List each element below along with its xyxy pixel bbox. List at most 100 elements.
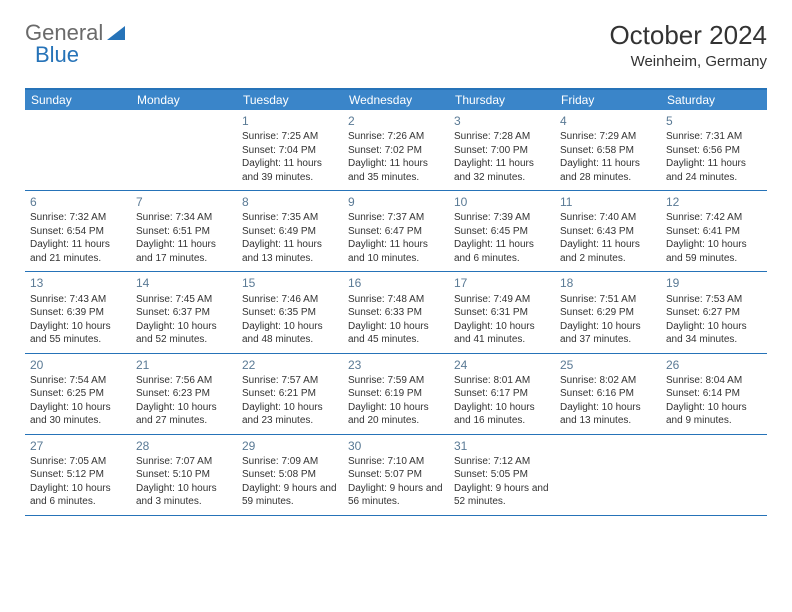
- brand-triangle-icon: [107, 20, 125, 46]
- sunset-line: Sunset: 6:29 PM: [560, 306, 656, 320]
- daylight-line: Daylight: 10 hours and 23 minutes.: [242, 401, 338, 428]
- day-cell-2: 2Sunrise: 7:26 AMSunset: 7:02 PMDaylight…: [343, 110, 449, 190]
- day-cell-27: 27Sunrise: 7:05 AMSunset: 5:12 PMDayligh…: [25, 435, 131, 515]
- sunrise-line: Sunrise: 7:29 AM: [560, 130, 656, 144]
- sunrise-line: Sunrise: 7:34 AM: [136, 211, 232, 225]
- sunset-line: Sunset: 6:16 PM: [560, 387, 656, 401]
- empty-cell: [555, 435, 661, 515]
- daylight-line: Daylight: 10 hours and 27 minutes.: [136, 401, 232, 428]
- daylight-line: Daylight: 11 hours and 21 minutes.: [30, 238, 126, 265]
- sunset-line: Sunset: 6:21 PM: [242, 387, 338, 401]
- daylight-line: Daylight: 11 hours and 35 minutes.: [348, 157, 444, 184]
- day-cell-12: 12Sunrise: 7:42 AMSunset: 6:41 PMDayligh…: [661, 191, 767, 271]
- daylight-line: Daylight: 10 hours and 20 minutes.: [348, 401, 444, 428]
- day-number: 18: [560, 275, 656, 291]
- sunset-line: Sunset: 5:10 PM: [136, 468, 232, 482]
- sunset-line: Sunset: 5:12 PM: [30, 468, 126, 482]
- daylight-line: Daylight: 11 hours and 10 minutes.: [348, 238, 444, 265]
- sunset-line: Sunset: 6:43 PM: [560, 225, 656, 239]
- sunset-line: Sunset: 6:41 PM: [666, 225, 762, 239]
- sunrise-line: Sunrise: 7:57 AM: [242, 374, 338, 388]
- day-cell-23: 23Sunrise: 7:59 AMSunset: 6:19 PMDayligh…: [343, 354, 449, 434]
- weekday-thursday: Thursday: [449, 90, 555, 110]
- day-cell-21: 21Sunrise: 7:56 AMSunset: 6:23 PMDayligh…: [131, 354, 237, 434]
- sunrise-line: Sunrise: 7:53 AM: [666, 293, 762, 307]
- brand-part2-wrap: Blue: [35, 42, 79, 68]
- day-cell-20: 20Sunrise: 7:54 AMSunset: 6:25 PMDayligh…: [25, 354, 131, 434]
- week-row: 20Sunrise: 7:54 AMSunset: 6:25 PMDayligh…: [25, 354, 767, 435]
- day-number: 3: [454, 113, 550, 129]
- sunset-line: Sunset: 6:35 PM: [242, 306, 338, 320]
- sunrise-line: Sunrise: 7:40 AM: [560, 211, 656, 225]
- day-cell-26: 26Sunrise: 8:04 AMSunset: 6:14 PMDayligh…: [661, 354, 767, 434]
- sunrise-line: Sunrise: 8:01 AM: [454, 374, 550, 388]
- daylight-line: Daylight: 10 hours and 16 minutes.: [454, 401, 550, 428]
- day-cell-29: 29Sunrise: 7:09 AMSunset: 5:08 PMDayligh…: [237, 435, 343, 515]
- calendar: SundayMondayTuesdayWednesdayThursdayFrid…: [25, 88, 767, 516]
- day-number: 14: [136, 275, 232, 291]
- day-cell-5: 5Sunrise: 7:31 AMSunset: 6:56 PMDaylight…: [661, 110, 767, 190]
- sunrise-line: Sunrise: 7:10 AM: [348, 455, 444, 469]
- day-cell-18: 18Sunrise: 7:51 AMSunset: 6:29 PMDayligh…: [555, 272, 661, 352]
- sunrise-line: Sunrise: 7:45 AM: [136, 293, 232, 307]
- sunrise-line: Sunrise: 7:43 AM: [30, 293, 126, 307]
- daylight-line: Daylight: 10 hours and 37 minutes.: [560, 320, 656, 347]
- month-title: October 2024: [609, 20, 767, 51]
- day-number: 5: [666, 113, 762, 129]
- daylight-line: Daylight: 11 hours and 17 minutes.: [136, 238, 232, 265]
- day-cell-10: 10Sunrise: 7:39 AMSunset: 6:45 PMDayligh…: [449, 191, 555, 271]
- day-number: 31: [454, 438, 550, 454]
- day-number: 15: [242, 275, 338, 291]
- week-row: 1Sunrise: 7:25 AMSunset: 7:04 PMDaylight…: [25, 110, 767, 191]
- sunset-line: Sunset: 6:54 PM: [30, 225, 126, 239]
- weekday-header-row: SundayMondayTuesdayWednesdayThursdayFrid…: [25, 90, 767, 110]
- day-number: 8: [242, 194, 338, 210]
- sunrise-line: Sunrise: 7:56 AM: [136, 374, 232, 388]
- sunrise-line: Sunrise: 7:26 AM: [348, 130, 444, 144]
- sunrise-line: Sunrise: 7:12 AM: [454, 455, 550, 469]
- day-cell-9: 9Sunrise: 7:37 AMSunset: 6:47 PMDaylight…: [343, 191, 449, 271]
- day-number: 27: [30, 438, 126, 454]
- sunset-line: Sunset: 7:04 PM: [242, 144, 338, 158]
- weeks-container: 1Sunrise: 7:25 AMSunset: 7:04 PMDaylight…: [25, 110, 767, 516]
- sunset-line: Sunset: 6:58 PM: [560, 144, 656, 158]
- sunrise-line: Sunrise: 7:59 AM: [348, 374, 444, 388]
- daylight-line: Daylight: 10 hours and 52 minutes.: [136, 320, 232, 347]
- day-number: 30: [348, 438, 444, 454]
- day-number: 17: [454, 275, 550, 291]
- daylight-line: Daylight: 11 hours and 28 minutes.: [560, 157, 656, 184]
- day-cell-31: 31Sunrise: 7:12 AMSunset: 5:05 PMDayligh…: [449, 435, 555, 515]
- sunset-line: Sunset: 6:45 PM: [454, 225, 550, 239]
- day-cell-24: 24Sunrise: 8:01 AMSunset: 6:17 PMDayligh…: [449, 354, 555, 434]
- weekday-wednesday: Wednesday: [343, 90, 449, 110]
- sunrise-line: Sunrise: 7:46 AM: [242, 293, 338, 307]
- daylight-line: Daylight: 10 hours and 6 minutes.: [30, 482, 126, 509]
- day-number: 28: [136, 438, 232, 454]
- sunset-line: Sunset: 5:07 PM: [348, 468, 444, 482]
- day-cell-19: 19Sunrise: 7:53 AMSunset: 6:27 PMDayligh…: [661, 272, 767, 352]
- day-cell-6: 6Sunrise: 7:32 AMSunset: 6:54 PMDaylight…: [25, 191, 131, 271]
- sunset-line: Sunset: 6:56 PM: [666, 144, 762, 158]
- day-cell-25: 25Sunrise: 8:02 AMSunset: 6:16 PMDayligh…: [555, 354, 661, 434]
- sunrise-line: Sunrise: 8:04 AM: [666, 374, 762, 388]
- daylight-line: Daylight: 10 hours and 34 minutes.: [666, 320, 762, 347]
- daylight-line: Daylight: 10 hours and 3 minutes.: [136, 482, 232, 509]
- sunset-line: Sunset: 6:19 PM: [348, 387, 444, 401]
- empty-cell: [25, 110, 131, 190]
- day-number: 19: [666, 275, 762, 291]
- day-number: 10: [454, 194, 550, 210]
- sunset-line: Sunset: 6:51 PM: [136, 225, 232, 239]
- day-cell-1: 1Sunrise: 7:25 AMSunset: 7:04 PMDaylight…: [237, 110, 343, 190]
- sunrise-line: Sunrise: 8:02 AM: [560, 374, 656, 388]
- sunset-line: Sunset: 7:00 PM: [454, 144, 550, 158]
- weekday-sunday: Sunday: [25, 90, 131, 110]
- day-cell-28: 28Sunrise: 7:07 AMSunset: 5:10 PMDayligh…: [131, 435, 237, 515]
- day-cell-4: 4Sunrise: 7:29 AMSunset: 6:58 PMDaylight…: [555, 110, 661, 190]
- sunrise-line: Sunrise: 7:32 AM: [30, 211, 126, 225]
- day-number: 4: [560, 113, 656, 129]
- day-number: 9: [348, 194, 444, 210]
- sunset-line: Sunset: 6:37 PM: [136, 306, 232, 320]
- day-number: 2: [348, 113, 444, 129]
- sunrise-line: Sunrise: 7:37 AM: [348, 211, 444, 225]
- sunset-line: Sunset: 5:08 PM: [242, 468, 338, 482]
